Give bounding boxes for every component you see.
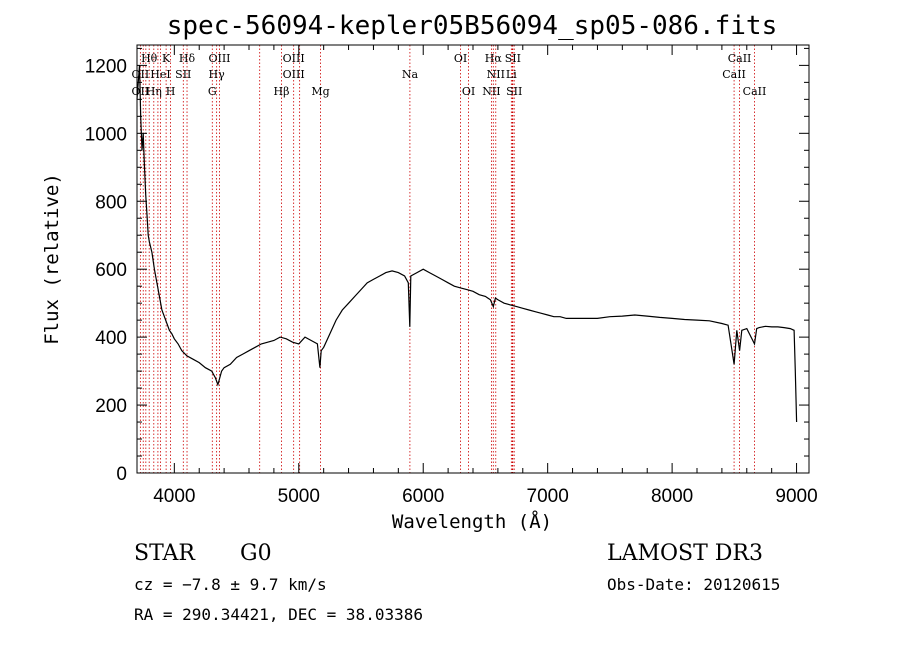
spectral-line-label: G <box>208 85 217 98</box>
spectral-line-label: OI <box>454 52 467 65</box>
y-tick-label: 400 <box>95 328 127 349</box>
x-tick-label: 4000 <box>153 486 195 507</box>
chart-title: spec-56094-kepler05B56094_sp05-086.fits <box>167 11 777 41</box>
spectral-line-label: OII <box>132 68 150 81</box>
spectral-line-label: Mg <box>311 85 329 98</box>
y-tick-label: 1000 <box>85 124 127 145</box>
spectral-line-label: Na <box>402 68 419 81</box>
spectral-line-label: HeI <box>150 68 170 81</box>
flux-series-line <box>136 65 798 423</box>
redshift-readout: cz = −7.8 ± 9.7 km/s <box>134 575 327 594</box>
survey-name: LAMOST DR3 <box>607 541 763 566</box>
y-tick-label: 800 <box>95 192 127 213</box>
spectral-line-label: CaII <box>722 68 746 81</box>
spectral-line-label: Hβ <box>274 85 290 98</box>
spectral-line-label: Li <box>506 68 517 81</box>
spectral-line-label: Hγ <box>209 68 226 81</box>
plot-frame <box>136 44 810 474</box>
spectral-line-label: CaII <box>728 52 752 65</box>
x-axis-label: Wavelength (Å) <box>392 510 552 533</box>
spectral-line-label: OIII <box>208 52 230 65</box>
spectral-line-label: Hα <box>485 52 503 65</box>
x-tick-label: 6000 <box>402 486 444 507</box>
spectral-line-label: SII <box>505 52 521 65</box>
x-tick-label: 8000 <box>651 486 693 507</box>
spectral-line-label: Hθ <box>141 52 158 65</box>
spectral-line-label: SII <box>506 85 522 98</box>
coordinates-readout: RA = 290.34421, DEC = 38.03386 <box>134 605 423 624</box>
y-tick-label: 0 <box>116 464 127 485</box>
spectral-line-label: H <box>166 85 176 98</box>
spectral-line-label: Hη <box>146 85 162 98</box>
spectral-line-markers <box>139 45 755 473</box>
y-tick-label: 200 <box>95 396 127 417</box>
spectral-line-label: OI <box>462 85 475 98</box>
observation-date: Obs-Date: 20120615 <box>607 575 780 594</box>
spectral-line-label: CaII <box>743 85 767 98</box>
spectral-line-label: OIII <box>283 52 305 65</box>
x-tick-label: 7000 <box>527 486 569 507</box>
y-tick-label: 600 <box>95 260 127 281</box>
x-tick-label: 5000 <box>278 486 320 507</box>
x-tick-label: 9000 <box>775 486 817 507</box>
spectral-line-label: Hδ <box>179 52 196 65</box>
object-type: STAR <box>134 541 196 566</box>
y-axis: 0 200 400 600 800 1000 1200 <box>85 47 809 485</box>
spectral-line-label: OIII <box>283 68 305 81</box>
spectral-line-label: K <box>162 52 171 65</box>
spectral-line-label: NII <box>487 68 505 81</box>
spectral-subclass: G0 <box>240 541 272 566</box>
y-axis-label: Flux (relative) <box>41 173 63 345</box>
x-axis: 4000 5000 6000 7000 8000 9000 <box>153 45 818 507</box>
spectral-line-label: SII <box>175 68 191 81</box>
y-tick-label: 1200 <box>85 56 127 77</box>
spectral-line-label: NII <box>482 85 500 98</box>
